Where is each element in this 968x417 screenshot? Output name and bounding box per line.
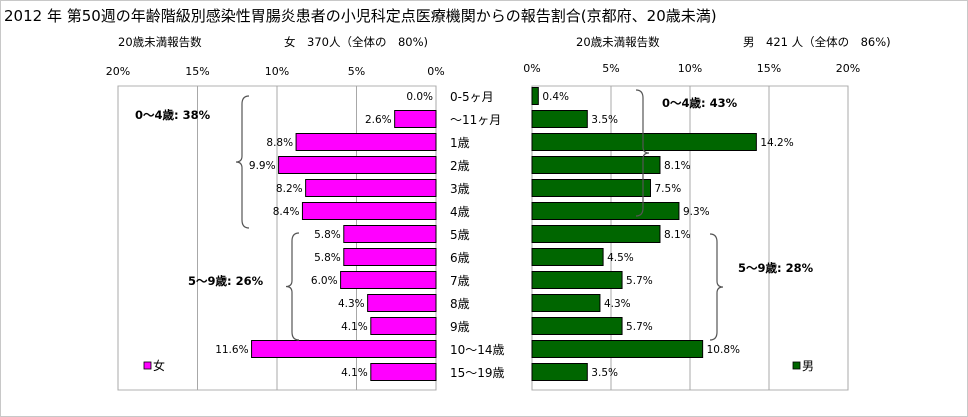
male-legend-swatch <box>792 361 801 370</box>
male-data-label: 8.1% <box>664 229 691 241</box>
female-data-label: 5.8% <box>314 229 341 241</box>
male-bar <box>531 294 601 312</box>
category-label: 10～14歳 <box>450 343 505 357</box>
male-data-label: 3.5% <box>591 114 618 126</box>
male-data-label: 8.1% <box>664 160 691 172</box>
female-data-label: 8.4% <box>273 206 300 218</box>
female-x-tick-label: 0% <box>427 65 444 78</box>
category-label: 0-5ヶ月 <box>450 90 494 104</box>
male-data-label: 0.4% <box>542 91 569 103</box>
male-bar <box>531 248 604 266</box>
female-data-label: 4.1% <box>341 321 368 333</box>
female-bar <box>301 202 437 220</box>
female-data-label: 0.0% <box>406 91 433 103</box>
male-bar <box>531 271 623 289</box>
female-legend-label: 女 <box>153 358 165 373</box>
male-data-label: 4.5% <box>607 252 634 264</box>
male-data-label: 4.3% <box>604 298 631 310</box>
male-header-label: 20歳未満報告数 <box>576 35 660 49</box>
male-group-5-9-label: 5～9歳: 28% <box>738 261 814 275</box>
female-data-label: 5.8% <box>314 252 341 264</box>
male-data-label: 14.2% <box>760 137 793 149</box>
female-data-label: 2.6% <box>365 114 392 126</box>
male-bar <box>531 317 623 335</box>
female-header-label: 20歳未満報告数 <box>118 35 202 49</box>
male-bar <box>531 87 539 105</box>
female-bar <box>370 363 437 381</box>
female-bar <box>343 248 437 266</box>
male-data-label: 5.7% <box>626 321 653 333</box>
chart-title: 2012 年 第50週の年齢階級別感染性胃腸炎患者の小児科定点医療機関からの報告… <box>4 7 717 25</box>
male-x-tick-label: 15% <box>757 62 781 75</box>
female-data-label: 8.2% <box>276 183 303 195</box>
female-x-tick-label: 15% <box>185 65 209 78</box>
female-bar <box>394 110 437 128</box>
female-group-5-9-label: 5～9歳: 26% <box>188 274 264 288</box>
male-data-label: 7.5% <box>655 183 682 195</box>
category-label: 7歳 <box>450 274 470 288</box>
male-bar <box>531 133 757 151</box>
female-bar <box>278 156 437 174</box>
female-data-label: 11.6% <box>215 344 248 356</box>
category-label: 5歳 <box>450 228 470 242</box>
female-group-0-4-label: 0～4歳: 38% <box>135 108 211 122</box>
female-data-label: 4.3% <box>338 298 365 310</box>
female-data-label: 6.0% <box>311 275 338 287</box>
male-data-label: 5.7% <box>626 275 653 287</box>
category-label: 1歳 <box>450 136 470 150</box>
female-bar <box>343 225 437 243</box>
category-label: 3歳 <box>450 182 470 196</box>
male-header-stat: 男 421 人（全体の 86%) <box>743 35 891 49</box>
female-bar <box>251 340 437 358</box>
male-legend-label: 男 <box>802 359 814 373</box>
category-label: 6歳 <box>450 251 470 265</box>
male-bar <box>531 110 588 128</box>
female-brace-5-9 <box>285 232 300 341</box>
category-label: ～11ヶ月 <box>450 113 501 127</box>
female-bar <box>305 179 437 197</box>
male-brace-5-9 <box>709 233 724 341</box>
female-bar <box>340 271 437 289</box>
female-x-tick-label: 20% <box>106 65 130 78</box>
male-bar <box>531 340 704 358</box>
female-header-stat: 女 370人（全体の 80%) <box>284 35 428 49</box>
male-bar <box>531 179 651 197</box>
male-data-label: 3.5% <box>591 367 618 379</box>
male-bar <box>531 156 661 174</box>
male-data-label: 10.8% <box>707 344 740 356</box>
category-label: 8歳 <box>450 297 470 311</box>
male-group-0-4-label: 0～4歳: 43% <box>662 96 738 110</box>
female-brace-0-4 <box>235 95 250 229</box>
female-bar <box>295 133 437 151</box>
male-x-tick-label: 5% <box>602 62 619 75</box>
male-bar <box>531 363 588 381</box>
category-label: 15～19歳 <box>450 366 505 380</box>
category-label: 4歳 <box>450 205 470 219</box>
female-bar <box>367 294 437 312</box>
female-bar <box>370 317 437 335</box>
female-x-tick-label: 10% <box>265 65 289 78</box>
male-x-tick-label: 0% <box>523 62 540 75</box>
male-x-tick-label: 20% <box>836 62 860 75</box>
female-data-label: 4.1% <box>341 367 368 379</box>
female-data-label: 8.8% <box>266 137 293 149</box>
male-bar <box>531 225 661 243</box>
category-label: 2歳 <box>450 159 470 173</box>
female-legend-swatch <box>143 361 152 370</box>
male-bar <box>531 202 680 220</box>
category-label: 9歳 <box>450 320 470 334</box>
female-data-label: 9.9% <box>249 160 276 172</box>
male-data-label: 9.3% <box>683 206 710 218</box>
female-x-tick-label: 5% <box>348 65 365 78</box>
male-brace-0-4 <box>635 89 650 217</box>
male-x-tick-label: 10% <box>678 62 702 75</box>
